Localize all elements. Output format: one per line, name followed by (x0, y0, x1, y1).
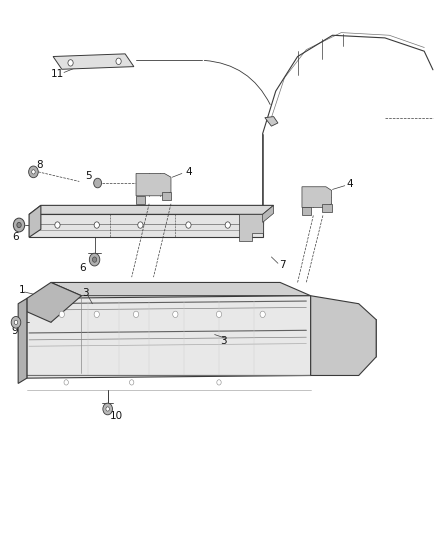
Polygon shape (265, 117, 278, 126)
Polygon shape (27, 296, 311, 378)
Circle shape (59, 311, 64, 318)
Circle shape (130, 379, 134, 385)
Polygon shape (51, 282, 311, 296)
Polygon shape (18, 298, 27, 383)
Circle shape (14, 320, 18, 325)
Circle shape (217, 379, 221, 385)
Circle shape (55, 222, 60, 228)
Circle shape (106, 407, 110, 411)
Circle shape (116, 58, 121, 64)
Polygon shape (29, 205, 41, 237)
Polygon shape (136, 196, 145, 204)
Polygon shape (311, 296, 376, 375)
Circle shape (94, 311, 99, 318)
Text: 9: 9 (11, 326, 18, 336)
Text: 10: 10 (110, 411, 123, 422)
Circle shape (28, 166, 38, 177)
Circle shape (225, 222, 230, 228)
Polygon shape (239, 214, 263, 241)
Circle shape (92, 257, 97, 262)
Text: 11: 11 (51, 69, 64, 79)
Polygon shape (302, 187, 332, 207)
Polygon shape (302, 207, 311, 215)
Polygon shape (29, 214, 263, 237)
Circle shape (89, 253, 100, 266)
Circle shape (13, 218, 25, 232)
Circle shape (68, 60, 73, 66)
Circle shape (32, 169, 35, 174)
Circle shape (17, 222, 21, 228)
Circle shape (138, 222, 143, 228)
Polygon shape (53, 54, 134, 69)
Polygon shape (27, 282, 81, 322)
Polygon shape (322, 204, 332, 212)
Polygon shape (136, 173, 171, 196)
Text: 4: 4 (185, 167, 192, 177)
Polygon shape (263, 205, 274, 222)
Circle shape (186, 222, 191, 228)
Text: 4: 4 (346, 179, 353, 189)
Circle shape (173, 311, 178, 318)
Text: 5: 5 (85, 171, 92, 181)
Circle shape (64, 379, 68, 385)
Circle shape (94, 222, 99, 228)
Text: 3: 3 (82, 288, 89, 298)
Text: 7: 7 (279, 260, 286, 270)
Circle shape (216, 311, 222, 318)
Polygon shape (29, 205, 274, 214)
Text: 6: 6 (79, 263, 86, 272)
Circle shape (103, 403, 113, 415)
Circle shape (134, 311, 139, 318)
Circle shape (260, 311, 265, 318)
Text: 8: 8 (36, 160, 42, 171)
Text: 6: 6 (13, 232, 19, 243)
Circle shape (11, 317, 21, 328)
Text: 3: 3 (220, 336, 227, 346)
Polygon shape (162, 192, 171, 200)
Circle shape (94, 178, 102, 188)
Text: 1: 1 (18, 286, 25, 295)
